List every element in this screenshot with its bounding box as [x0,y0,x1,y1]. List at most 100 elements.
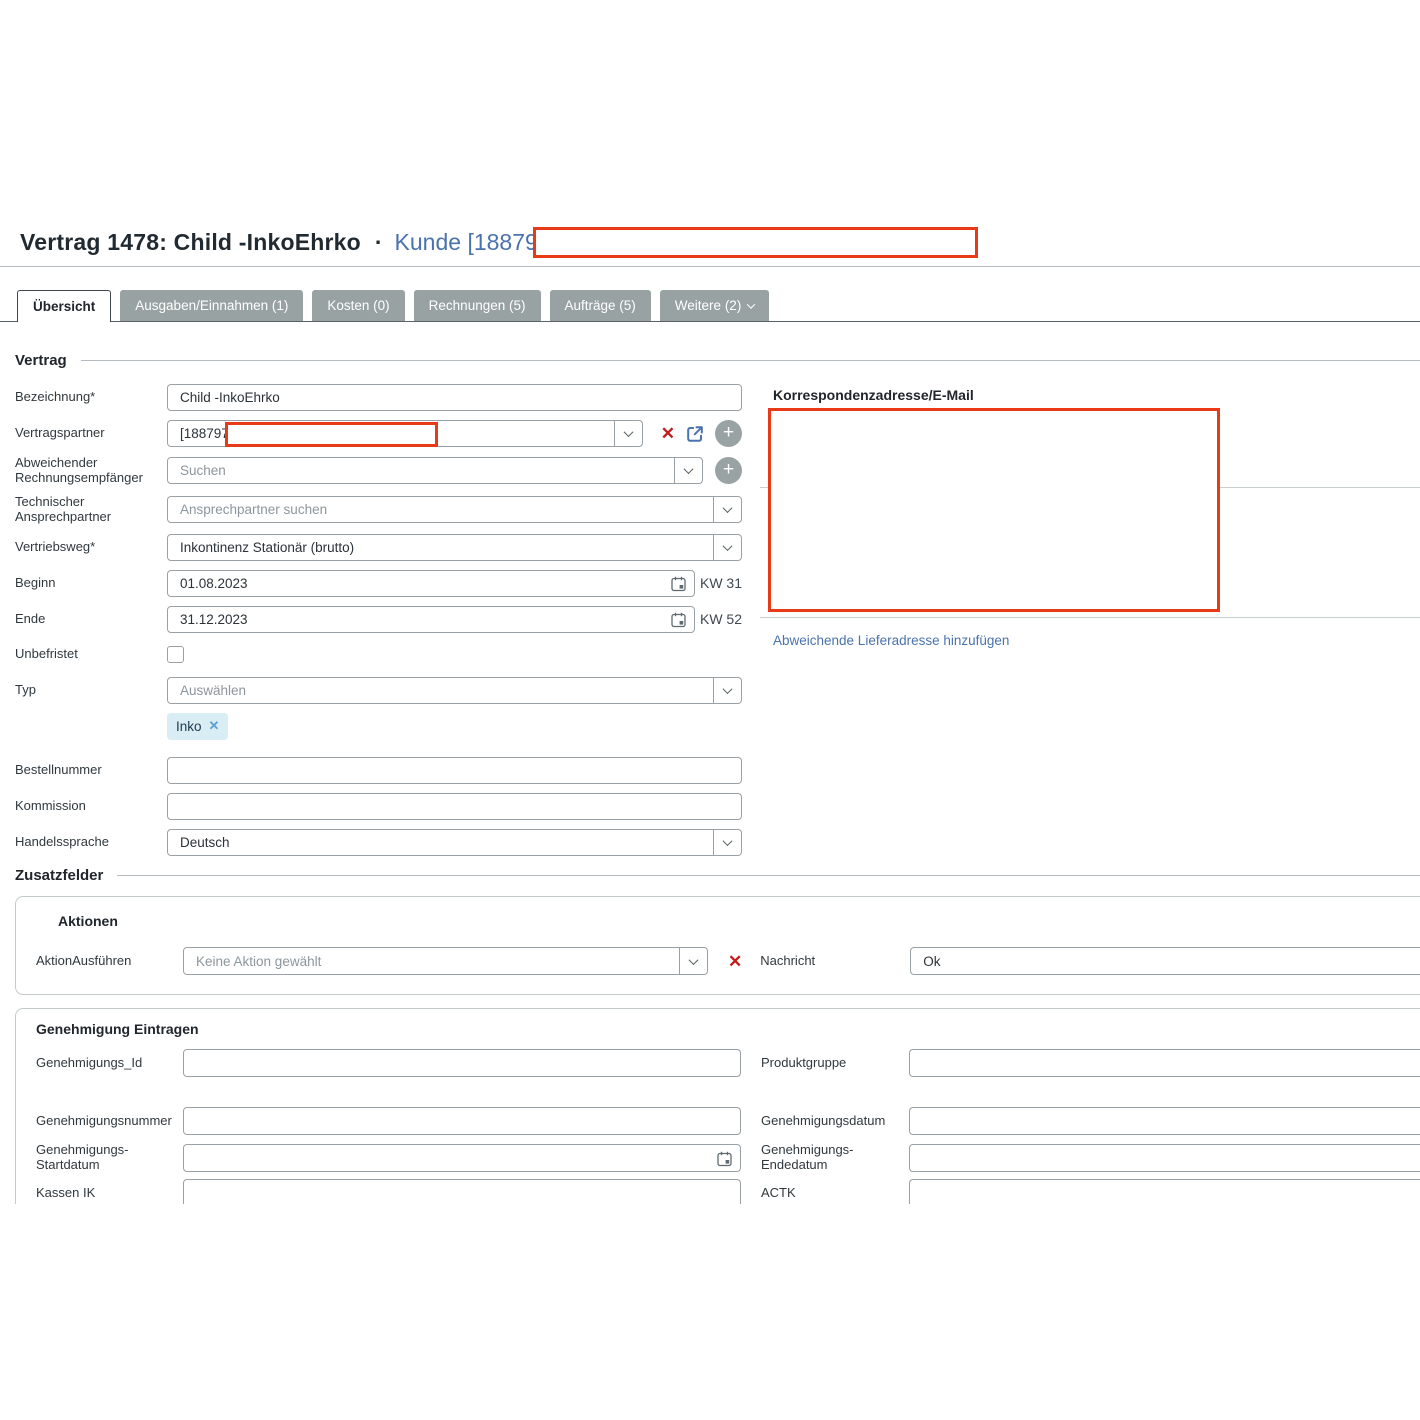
tab-label: Übersicht [33,299,96,314]
abw-rechnung-search-select[interactable]: Suchen [167,457,703,485]
tab-label: Aufträge (5) [564,298,636,313]
genehmigungsdatum-input[interactable] [909,1107,1420,1135]
bezeichnung-label: Bezeichnung* [15,389,96,405]
actk-input[interactable] [909,1179,1420,1204]
genehmigungs-startdatum-input[interactable] [183,1143,741,1172]
external-link-icon[interactable] [685,424,705,444]
calendar-icon[interactable] [671,576,686,595]
genehmigungs-endedatum-input[interactable] [909,1143,1420,1172]
handelssprache-value: Deutsch [180,834,230,850]
nachricht-input[interactable]: Ok [910,947,1420,975]
genehmigungs-startdatum-label: Genehmigungs-Startdatum [36,1142,129,1172]
beginn-date-input[interactable]: 01.08.2023 [167,569,695,597]
handelssprache-label: Handelssprache [15,833,109,849]
tech-ansprech-search-select[interactable]: Ansprechpartner suchen [167,496,742,524]
chevron-down-icon [722,540,733,551]
tech-ansprech-dropdown-toggle[interactable] [713,497,741,523]
field-row-bezeichnung: Bezeichnung* Child -InkoEhrko [15,384,742,411]
unbefristet-label: Unbefristet [15,645,78,661]
chip-label: Inko [176,718,202,734]
chevron-down-icon [722,683,733,694]
actk-label: ACTK [761,1184,796,1200]
genehmigung-row-4: Kassen IK ACTK [36,1179,1420,1204]
genehmigungsnummer-input[interactable] [183,1107,741,1135]
kassen-ik-input[interactable] [183,1179,741,1204]
clear-partner-x-icon[interactable]: ✕ [660,424,675,443]
tab-ausgaben-einnahmen[interactable]: Ausgaben/Einnahmen (1) [120,290,304,321]
scroll-viewport[interactable]: Vertrag 1478: Child -InkoEhrko · Kunde [… [0,0,1420,1204]
ende-label: Ende [15,610,46,626]
abw-rechnung-placeholder: Suchen [180,463,226,479]
nachricht-label: Nachricht [760,952,816,968]
add-lieferadresse-link[interactable]: Abweichende Lieferadresse hinzufügen [773,633,1010,648]
unbefristet-checkbox[interactable] [167,645,184,663]
handelssprache-select[interactable]: Deutsch [167,828,742,856]
redaction-box-header [533,227,978,258]
typ-select[interactable]: Auswählen [167,676,742,704]
aktionen-row: AktionAusführen Keine Aktion gewählt ✕ N… [36,947,1420,975]
chevron-down-icon [722,503,733,514]
vertragspartner-label: Vertragspartner [15,425,105,441]
vertragspartner-dropdown-toggle[interactable] [613,421,642,446]
redaction-box-partner [225,422,438,447]
tab-weitere[interactable]: Weitere (2) [659,290,770,321]
genehmigung-panel: Genehmigung Eintragen Genehmigungs_Id Pr… [15,1008,1420,1204]
beginn-week-label: KW 31 [699,575,742,592]
field-row-typ: Typ Auswählen [15,676,742,704]
typ-dropdown-toggle[interactable] [713,677,741,703]
typ-label: Typ [15,681,36,697]
genehmigungs-id-input[interactable] [183,1049,741,1077]
section-title: Vertrag [15,352,67,369]
kommission-input[interactable] [167,792,742,820]
vertragspartner-select[interactable]: [188797] [167,420,643,447]
typ-placeholder: Auswählen [180,682,247,698]
chevron-down-icon [747,299,756,309]
vertriebsweg-dropdown-toggle[interactable] [713,534,741,560]
title-separator: · [374,228,383,255]
section-title: Zusatzfelder [15,867,104,884]
nachricht-value: Ok [923,953,941,969]
tab-label: Ausgaben/Einnahmen (1) [135,298,289,313]
tab-uebersicht[interactable]: Übersicht [17,290,112,322]
tab-bar: Übersicht Ausgaben/Einnahmen (1) Kosten … [17,290,770,322]
calendar-icon[interactable] [717,1151,732,1170]
vertriebsweg-select[interactable]: Inkontinenz Stationär (brutto) [167,533,742,561]
genehmigung-heading: Genehmigung Eintragen [36,1021,199,1037]
typ-chip-inko[interactable]: Inko ✕ [167,712,229,740]
chevron-down-icon [623,427,634,438]
section-zusatzfelder-heading: Zusatzfelder [15,867,1420,884]
chevron-down-icon [722,835,733,846]
tab-auftraege[interactable]: Aufträge (5) [549,290,651,321]
address-divider-bottom [760,617,1420,618]
redaction-box-address [768,408,1220,612]
calendar-icon[interactable] [671,612,686,631]
tab-label: Kosten (0) [327,298,390,313]
add-rechnungsempfaenger-plus-button[interactable]: + [715,457,742,485]
genehmigungs-id-label: Genehmigungs_Id [36,1054,143,1070]
customer-link[interactable]: Kunde [188797] [394,228,557,255]
field-row-unbefristet: Unbefristet [15,645,742,663]
page-header: Vertrag 1478: Child -InkoEhrko · Kunde [… [20,224,557,260]
abw-rechnung-label: Abweichender Rechnungsempfänger [15,455,143,485]
field-row-abw-rechnungsempfaenger: Abweichender Rechnungsempfänger Suchen + [15,455,742,486]
aktion-ausfuehren-label: AktionAusführen [36,952,132,968]
ende-value: 31.12.2023 [180,611,248,627]
ende-date-input[interactable]: 31.12.2023 [167,605,695,633]
chip-remove-x-icon[interactable]: ✕ [208,718,220,734]
tab-label: Rechnungen (5) [428,298,526,313]
aktion-dropdown-toggle[interactable] [679,948,707,974]
produktgruppe-input[interactable] [909,1049,1420,1077]
produktgruppe-label: Produktgruppe [761,1054,847,1070]
bezeichnung-input[interactable]: Child -InkoEhrko [167,384,742,411]
add-partner-plus-button[interactable]: + [715,420,742,447]
tab-kosten[interactable]: Kosten (0) [312,290,405,321]
tab-rechnungen[interactable]: Rechnungen (5) [413,290,541,321]
aktion-select[interactable]: Keine Aktion gewählt [183,947,708,975]
abw-rechnung-dropdown-toggle[interactable] [674,458,702,484]
bestellnummer-input[interactable] [167,756,742,784]
clear-aktion-x-icon[interactable]: ✕ [728,951,743,971]
genehmigungsdatum-label: Genehmigungsdatum [761,1112,886,1128]
vertragspartner-value: [188797] [180,426,233,441]
handelssprache-dropdown-toggle[interactable] [713,829,741,855]
